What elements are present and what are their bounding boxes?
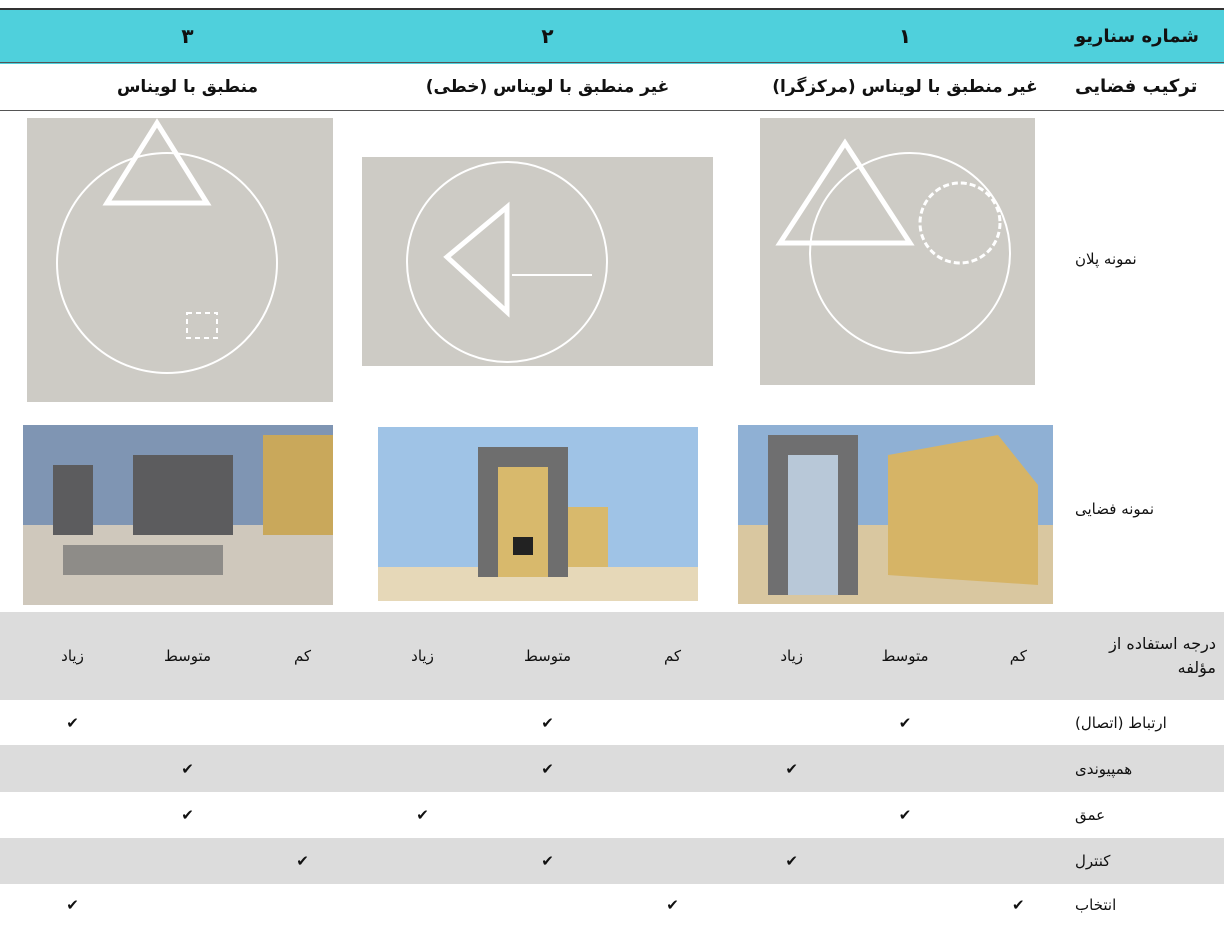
level-label: زیاد [780, 647, 803, 665]
check-mark: ✔ [416, 806, 429, 824]
check-mark: ✔ [296, 852, 309, 870]
check-mark: ✔ [1012, 896, 1025, 914]
scenario-number: ۲ [541, 24, 554, 48]
spatial-image [23, 425, 333, 605]
level-label: کم [1009, 647, 1027, 665]
rule [0, 110, 1224, 111]
check-mark: ✔ [898, 806, 912, 824]
composition-value: منطبق با لویناس [116, 76, 259, 97]
level-label: کم [663, 647, 682, 665]
composition-label: ترکیب فضایی [1075, 76, 1198, 97]
spatial-image [738, 425, 1053, 604]
row-label: نمونه فضایی [1075, 499, 1155, 518]
row-label: ارتباط (اتصال) [1075, 713, 1167, 732]
header-band [0, 8, 1224, 64]
check-mark: ✔ [785, 759, 798, 778]
check-mark: ✔ [541, 759, 554, 778]
check-mark: ✔ [66, 896, 79, 914]
check-mark: ✔ [898, 713, 912, 732]
row-band [0, 838, 1224, 884]
degree-label: درجه استفاده از مؤلفه [1109, 634, 1216, 677]
composition-value: غیر منطبق با لویناس (خطی) [425, 76, 670, 97]
check-mark: ✔ [181, 806, 194, 824]
degree-band [0, 612, 1224, 700]
plan-image [27, 118, 333, 402]
check-mark: ✔ [785, 852, 798, 870]
level-label: زیاد [411, 647, 434, 665]
check-mark: ✔ [541, 852, 554, 870]
header-label: شماره سناریو [1075, 25, 1199, 47]
check-mark: ✔ [666, 896, 679, 914]
check-mark: ✔ [181, 759, 194, 778]
check-mark: ✔ [66, 713, 79, 732]
row-label: انتخاب [1075, 896, 1117, 914]
level-label: متوسط [881, 647, 929, 665]
spatial-image [378, 427, 698, 601]
row-label: کنترل [1075, 852, 1111, 870]
level-label: زیاد [61, 647, 84, 665]
composition-value: غیر منطبق با لویناس (مرکزگرا) [772, 76, 1038, 97]
scenario-number: ۳ [181, 24, 194, 48]
row-label: همپیوندی [1075, 759, 1133, 778]
row-band [0, 745, 1224, 792]
rule [0, 62, 1224, 63]
scenario-number: ۱ [898, 24, 912, 48]
check-mark: ✔ [541, 713, 554, 732]
level-label: متوسط [523, 647, 572, 665]
row-label: عمق [1075, 806, 1106, 824]
row-label: نمونه پلان [1075, 249, 1137, 268]
plan-image [362, 157, 713, 366]
level-label: متوسط [163, 647, 212, 665]
level-label: کم [293, 647, 312, 665]
plan-image [760, 118, 1035, 385]
